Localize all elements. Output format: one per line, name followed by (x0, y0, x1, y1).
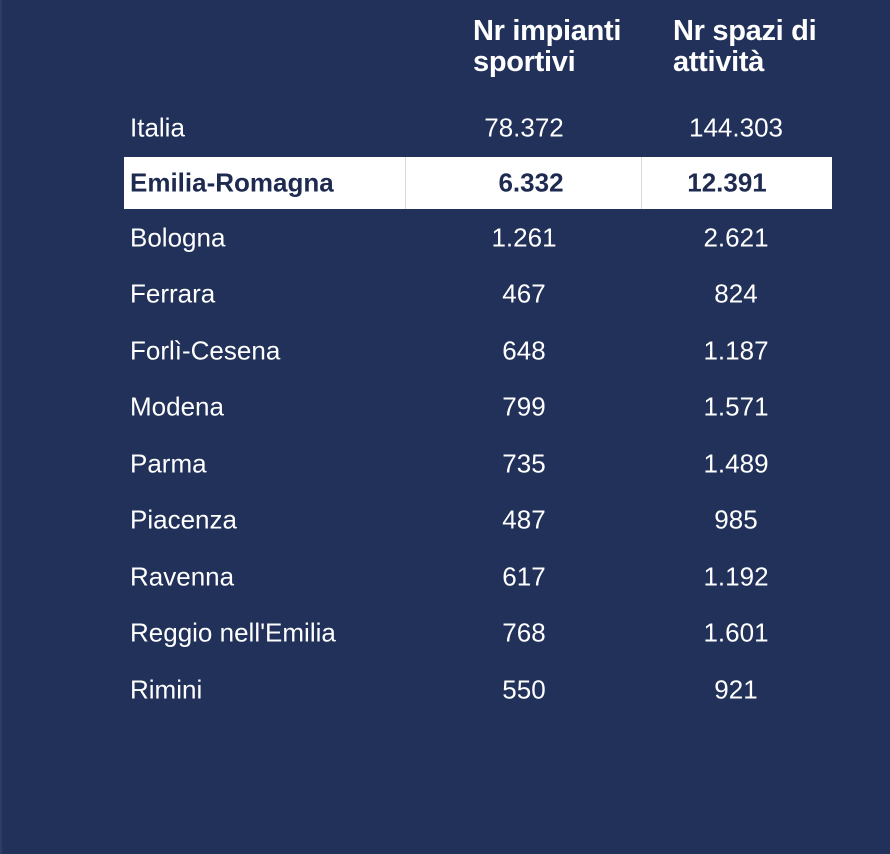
table-row-emilia-romagna: Emilia-Romagna 6.332 12.391 (124, 156, 832, 209)
row-spazi: 2.621 (703, 222, 769, 253)
row-spazi: 12.391 (687, 167, 767, 197)
cell-divider (405, 156, 406, 209)
table-row-piacenza: Piacenza 487 985 (124, 492, 832, 549)
table-row-reggio-nell-emilia: Reggio nell'Emilia 768 1.601 (124, 605, 832, 662)
table-row-modena: Modena 799 1.571 (124, 379, 832, 436)
row-name: Rimini (130, 674, 203, 705)
row-name: Ravenna (130, 561, 235, 592)
row-impianti: 735 (502, 448, 546, 479)
row-impianti: 550 (502, 674, 546, 705)
table-row-forli-cesena: Forlì-Cesena 648 1.187 (124, 323, 832, 380)
row-impianti: 467 (502, 278, 546, 309)
header-spazi: Nr spazi di attività (673, 15, 817, 78)
row-impianti: 617 (502, 561, 546, 592)
row-name: Piacenza (130, 504, 237, 535)
row-spazi: 1.601 (703, 617, 769, 648)
cell-divider (641, 156, 642, 209)
row-name: Bologna (130, 222, 226, 253)
row-impianti: 78.372 (484, 112, 564, 143)
row-spazi: 1.489 (703, 448, 769, 479)
table-row-ferrara: Ferrara 467 824 (124, 266, 832, 323)
row-name: Modena (130, 391, 224, 422)
row-spazi: 824 (714, 278, 758, 309)
row-impianti: 799 (502, 391, 546, 422)
row-impianti: 6.332 (498, 167, 564, 197)
row-impianti: 648 (502, 335, 546, 366)
row-spazi: 1.571 (703, 391, 769, 422)
row-spazi: 985 (714, 504, 758, 535)
header-impianti: Nr impianti sportivi (473, 15, 622, 78)
row-spazi: 144.303 (689, 112, 783, 143)
row-impianti: 1.261 (491, 222, 557, 253)
row-spazi: 1.192 (703, 561, 769, 592)
row-name: Reggio nell'Emilia (130, 617, 336, 648)
row-name: Italia (130, 112, 185, 143)
row-impianti: 768 (502, 617, 546, 648)
row-spazi: 1.187 (703, 335, 769, 366)
row-impianti: 487 (502, 504, 546, 535)
row-name: Emilia-Romagna (130, 167, 334, 197)
row-spazi: 921 (714, 674, 758, 705)
table-row-italia: Italia 78.372 144.303 (124, 100, 832, 157)
table-row-rimini: Rimini 550 921 (124, 662, 832, 719)
table-row-bologna: Bologna 1.261 2.621 (124, 210, 832, 267)
row-name: Ferrara (130, 278, 216, 309)
table-row-parma: Parma 735 1.489 (124, 436, 832, 493)
data-table: Italia 78.372 144.303 Emilia-Romagna 6.3… (124, 100, 832, 718)
table-row-ravenna: Ravenna 617 1.192 (124, 549, 832, 606)
row-name: Parma (130, 448, 207, 479)
row-name: Forlì-Cesena (130, 335, 281, 366)
